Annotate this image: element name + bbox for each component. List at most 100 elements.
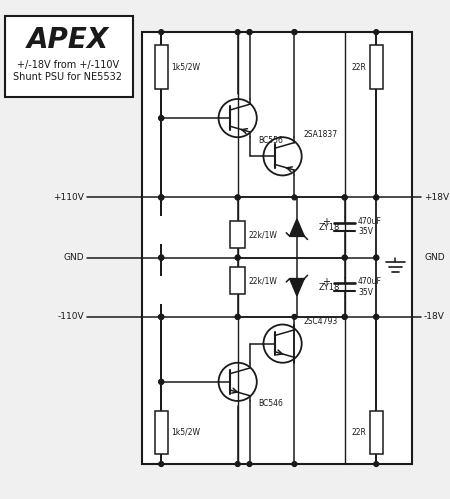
Bar [230,267,245,294]
Text: 2SA1837: 2SA1837 [304,130,338,139]
Bar [149,276,193,304]
Circle shape [247,30,252,34]
Text: 22k/1W: 22k/1W [248,230,277,239]
Text: Shunt PSU for NE5532: Shunt PSU for NE5532 [13,72,122,82]
Text: GND: GND [424,253,445,262]
Circle shape [159,30,164,34]
Circle shape [374,195,378,200]
Circle shape [292,195,297,200]
Text: 1k5/2W: 1k5/2W [171,428,200,437]
Circle shape [159,255,164,260]
Text: 22R: 22R [352,63,367,72]
Circle shape [235,314,240,319]
Bar [142,32,412,464]
Bar [230,222,245,248]
Circle shape [292,30,297,34]
Bar [149,216,207,244]
Circle shape [159,255,164,260]
Text: +110V: +110V [53,193,84,202]
Circle shape [374,30,378,34]
Text: 35V: 35V [358,228,373,237]
Polygon shape [290,219,304,236]
Text: 2SC4793: 2SC4793 [304,317,338,326]
Text: 250V: 250V [175,288,194,297]
Bar [369,45,383,89]
Circle shape [342,255,347,260]
Bar [154,411,168,455]
Text: +/-18V from +/-110V: +/-18V from +/-110V [17,59,119,69]
Circle shape [159,379,164,384]
Text: 250V: 250V [176,288,195,297]
Text: 250V: 250V [175,228,194,238]
Circle shape [292,30,297,34]
Text: 220nF: 220nF [175,277,198,286]
Circle shape [159,116,164,120]
Text: BC546: BC546 [259,399,284,408]
Text: 470uF: 470uF [358,217,382,226]
Text: ZY18: ZY18 [319,283,340,292]
Circle shape [159,314,164,319]
Circle shape [235,255,240,260]
Bar [149,276,207,304]
Text: 470uF: 470uF [358,277,382,286]
Circle shape [235,314,240,319]
Circle shape [374,255,378,260]
Text: 35V: 35V [358,287,373,296]
Circle shape [159,195,164,200]
Text: +18V: +18V [424,193,449,202]
Text: 22k/1W: 22k/1W [248,276,277,285]
Text: 250V: 250V [176,228,195,238]
Text: 1k5/2W: 1k5/2W [171,63,200,72]
Circle shape [159,195,164,200]
Text: APEX: APEX [27,26,109,54]
Circle shape [235,462,240,467]
Text: -110V: -110V [57,312,84,321]
Text: GND: GND [63,253,84,262]
Text: -18V: -18V [424,312,445,321]
Circle shape [235,30,240,34]
Text: 22R: 22R [352,428,367,437]
Circle shape [159,314,164,319]
Text: 220nF: 220nF [176,276,199,285]
Circle shape [235,195,240,200]
Circle shape [374,314,378,319]
Text: 220nF: 220nF [176,277,199,286]
Text: BC556: BC556 [259,136,284,145]
Circle shape [374,462,378,467]
Circle shape [247,30,252,34]
Bar [5,16,133,97]
Circle shape [235,195,240,200]
Circle shape [159,195,164,200]
Bar [149,276,193,304]
Circle shape [342,195,347,200]
Circle shape [342,255,347,260]
Circle shape [342,195,347,200]
Circle shape [374,195,378,200]
Polygon shape [290,278,304,296]
Circle shape [159,314,164,319]
Text: 250V: 250V [176,228,195,237]
Text: +: + [322,277,330,287]
Text: ZY18: ZY18 [319,223,340,232]
Circle shape [235,255,240,260]
Circle shape [247,462,252,467]
Bar [149,216,193,244]
Circle shape [292,462,297,467]
Circle shape [292,314,297,319]
Text: +: + [322,217,330,227]
Text: 250V: 250V [176,287,195,296]
Circle shape [159,255,164,260]
Bar [149,216,193,244]
Text: 220nF: 220nF [175,217,198,226]
Circle shape [159,462,164,467]
Circle shape [374,255,378,260]
Circle shape [159,116,164,120]
Circle shape [159,379,164,384]
Bar [369,411,383,455]
Circle shape [342,314,347,319]
Text: 220nF: 220nF [176,217,199,226]
Circle shape [374,314,378,319]
Circle shape [342,314,347,319]
Bar [154,45,168,89]
Text: 220nF: 220nF [176,216,199,225]
